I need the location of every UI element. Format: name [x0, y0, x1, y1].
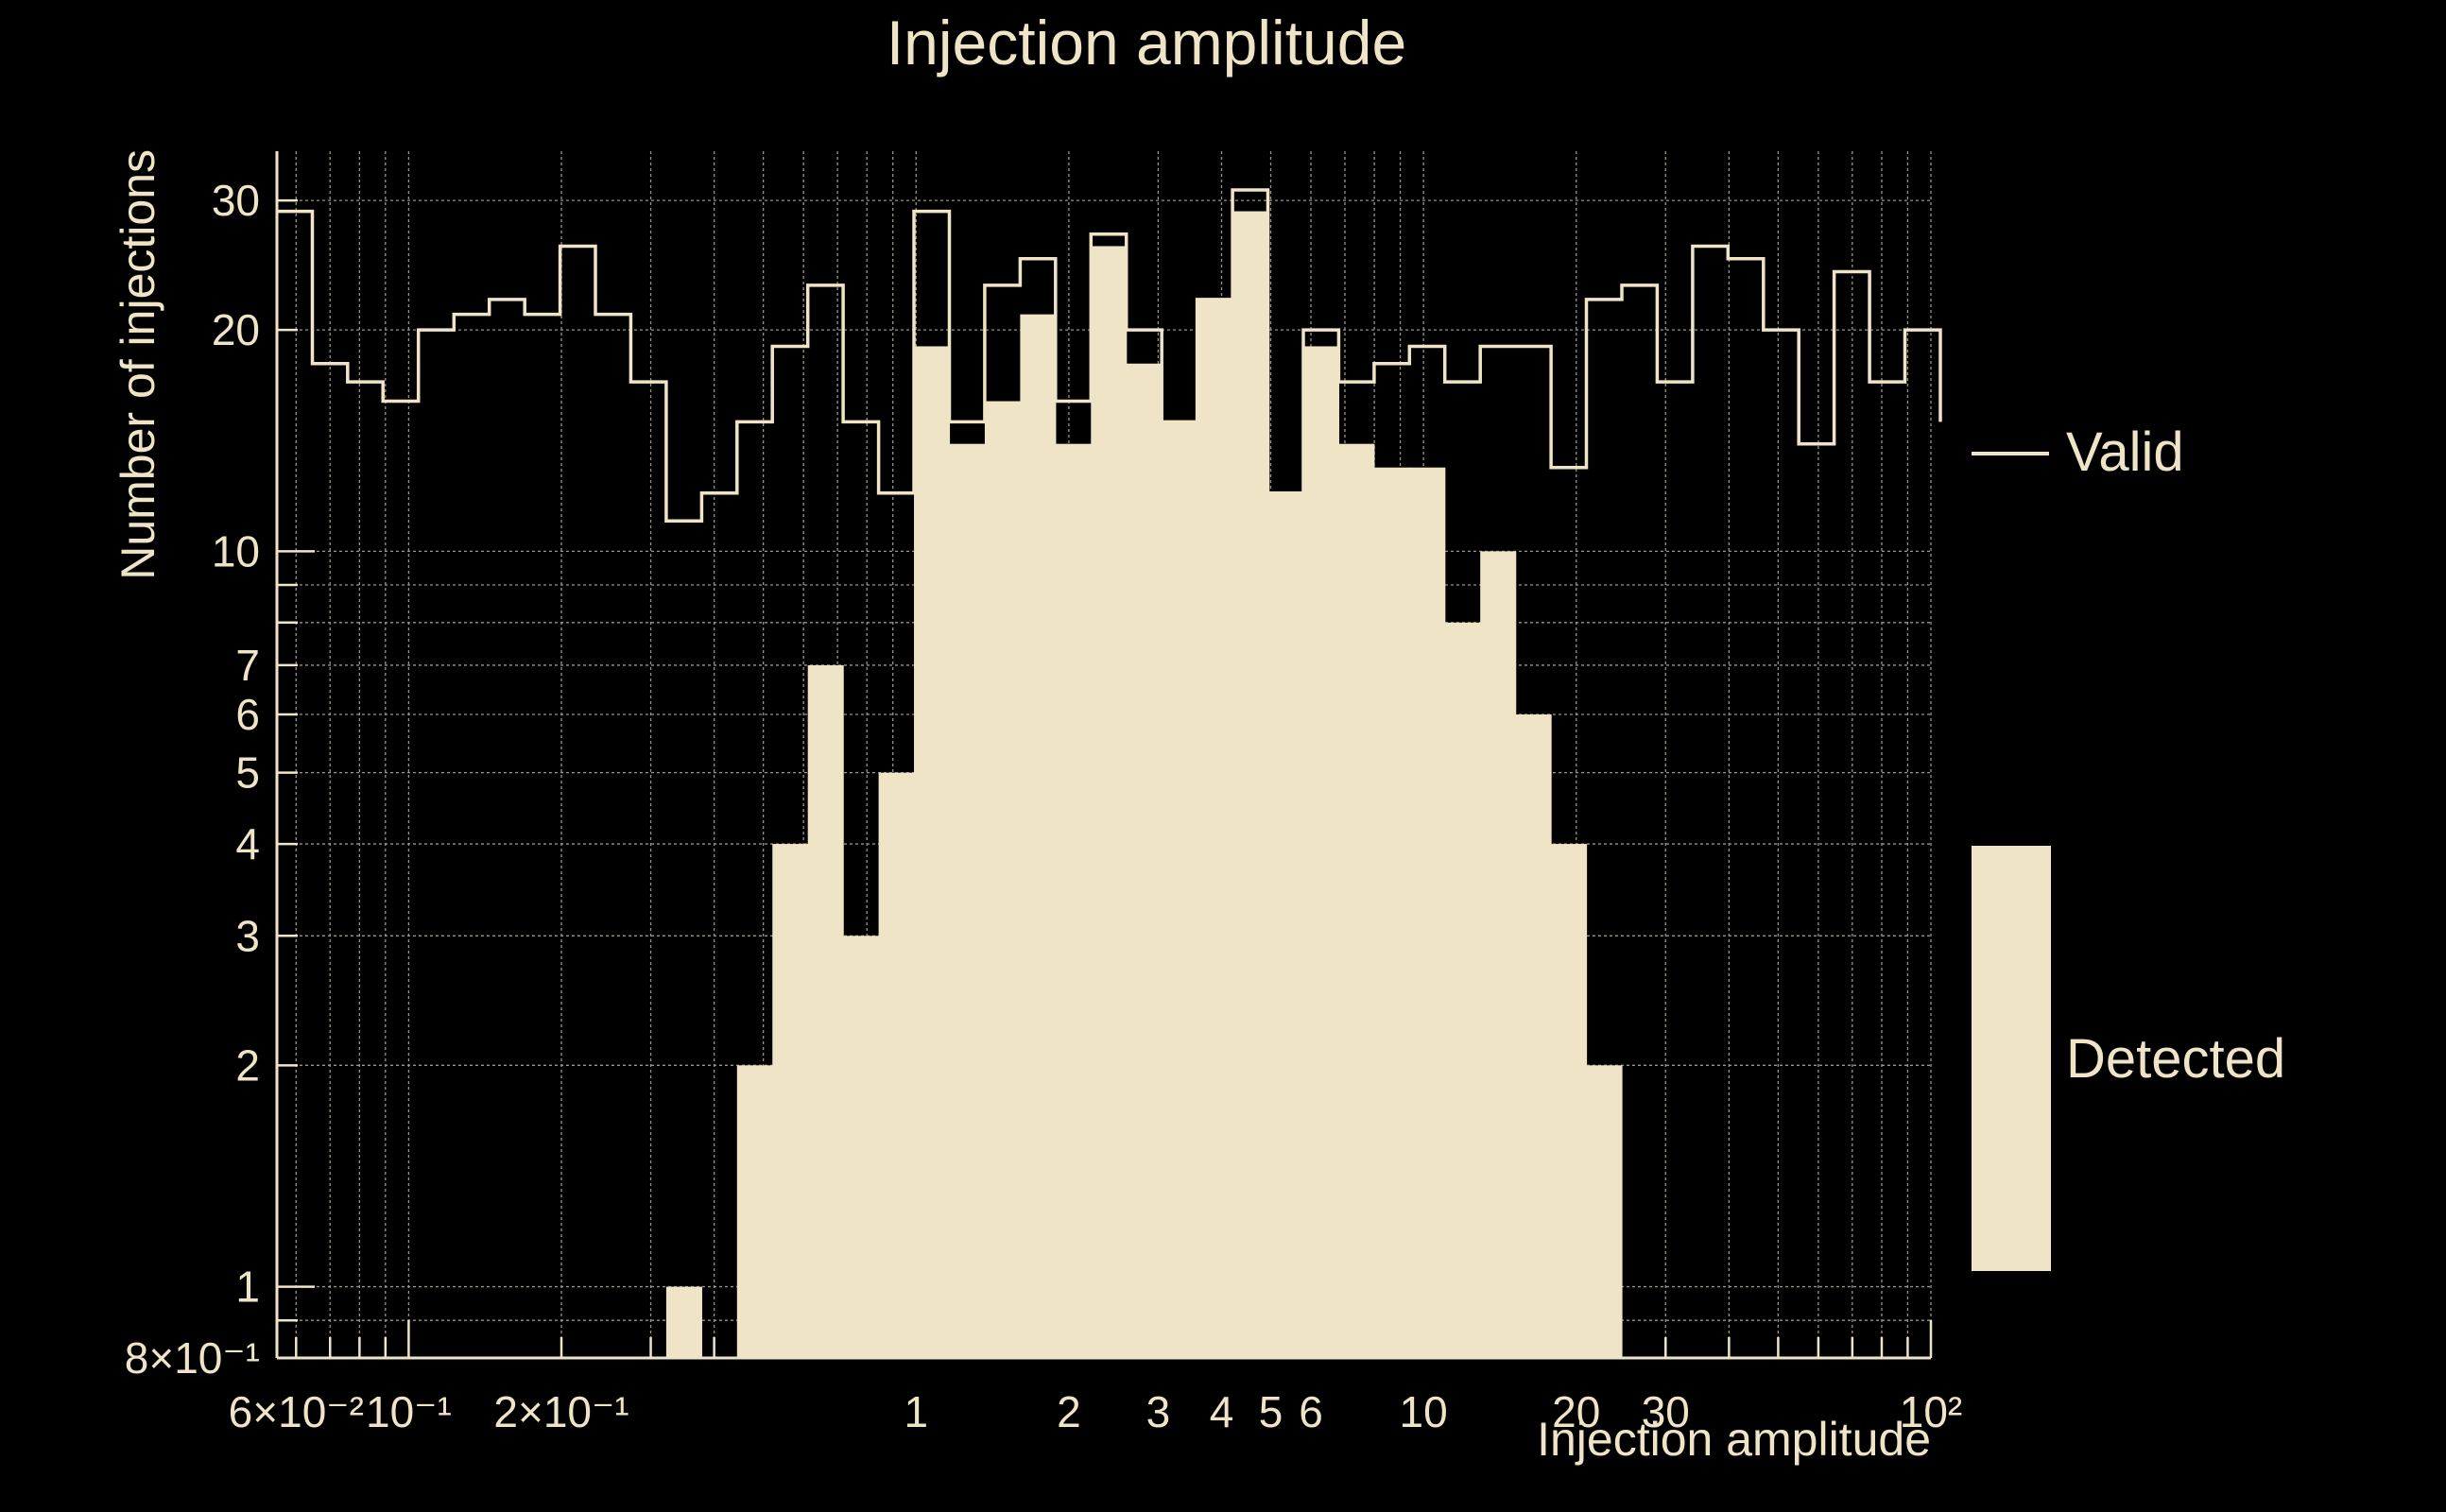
y-tick-label: 4: [235, 819, 260, 868]
detected-bar: [807, 664, 844, 1358]
detected-bar: [1444, 622, 1481, 1358]
x-axis-title: Injection amplitude: [1537, 1413, 1931, 1466]
detected-bar: [1480, 551, 1517, 1358]
legend-detected-swatch: [1972, 846, 2051, 1271]
y-tick-label: 6: [235, 690, 260, 739]
x-tick-label: 30: [1642, 1387, 1690, 1436]
detected-bar: [1091, 246, 1128, 1358]
detected-bar: [1232, 211, 1269, 1358]
y-tick-label: 30: [212, 176, 260, 225]
x-tick-label: 1: [904, 1387, 928, 1436]
detected-bar: [914, 346, 951, 1359]
valid-line: [277, 188, 1942, 523]
detected-bar: [1515, 714, 1552, 1358]
detected-bar: [1055, 443, 1092, 1359]
legend-detected-label: Detected: [2066, 1028, 2285, 1090]
detected-bar: [1267, 492, 1304, 1358]
y-tick-label: 8×10⁻¹: [125, 1333, 260, 1383]
x-tick-label: 20: [1552, 1387, 1600, 1436]
legend: Valid Detected: [1972, 421, 2285, 1271]
detected-bar: [1020, 314, 1057, 1358]
legend-valid-label: Valid: [2066, 421, 2184, 483]
detected-bar: [665, 1286, 702, 1358]
y-tick-label: 7: [235, 641, 260, 690]
x-tick-label: 2: [1057, 1387, 1081, 1436]
x-tick-label: 5: [1259, 1387, 1283, 1436]
x-tick-label: 6: [1299, 1387, 1323, 1436]
detected-bar: [1338, 443, 1375, 1359]
detected-bar: [1302, 346, 1340, 1359]
y-tick-label: 5: [235, 748, 260, 798]
x-tick-label: 2×10⁻¹: [493, 1387, 629, 1436]
detected-bar: [1197, 299, 1233, 1358]
detected-bar: [1126, 363, 1163, 1359]
detected-bar: [772, 844, 809, 1358]
x-tick-label: 3: [1146, 1387, 1171, 1436]
detected-bar: [1551, 844, 1588, 1358]
x-tick-label: 10⁻¹: [366, 1387, 452, 1436]
x-tick-label: 6×10⁻²: [229, 1387, 364, 1436]
chart-title: Injection amplitude: [887, 8, 1406, 77]
y-tick-label: 10: [212, 526, 260, 576]
detected-bar: [878, 772, 915, 1358]
detected-bar: [843, 936, 880, 1358]
detected-bar: [1586, 1065, 1623, 1358]
detected-bar: [949, 443, 986, 1359]
axes: [275, 151, 1933, 1360]
detected-series: [665, 211, 1623, 1359]
x-tick-labels: 6×10⁻² 10⁻¹ 2×10⁻¹ 1 2 3 4 5 6 10 20 30 10²: [229, 1387, 1963, 1436]
detected-bar: [984, 401, 1021, 1359]
detected-bar: [1162, 421, 1198, 1358]
x-tick-label: 10: [1400, 1387, 1448, 1436]
x-tick-label: 10²: [1900, 1387, 1962, 1436]
x-tick-label: 4: [1210, 1387, 1234, 1436]
y-tick-label: 1: [235, 1263, 260, 1312]
y-tick-labels: 8×10⁻¹ 1 2 3 4 5 67 10 20 30: [125, 176, 260, 1383]
y-tick-label: 2: [235, 1040, 260, 1090]
detected-bar: [1373, 467, 1410, 1358]
y-tick-label: 3: [235, 911, 260, 960]
y-axis-title: Number of injections: [112, 149, 164, 580]
detected-bar: [1409, 467, 1446, 1358]
y-tick-label: 20: [212, 305, 260, 354]
valid-series: [277, 188, 1942, 523]
detected-bar: [736, 1065, 773, 1358]
